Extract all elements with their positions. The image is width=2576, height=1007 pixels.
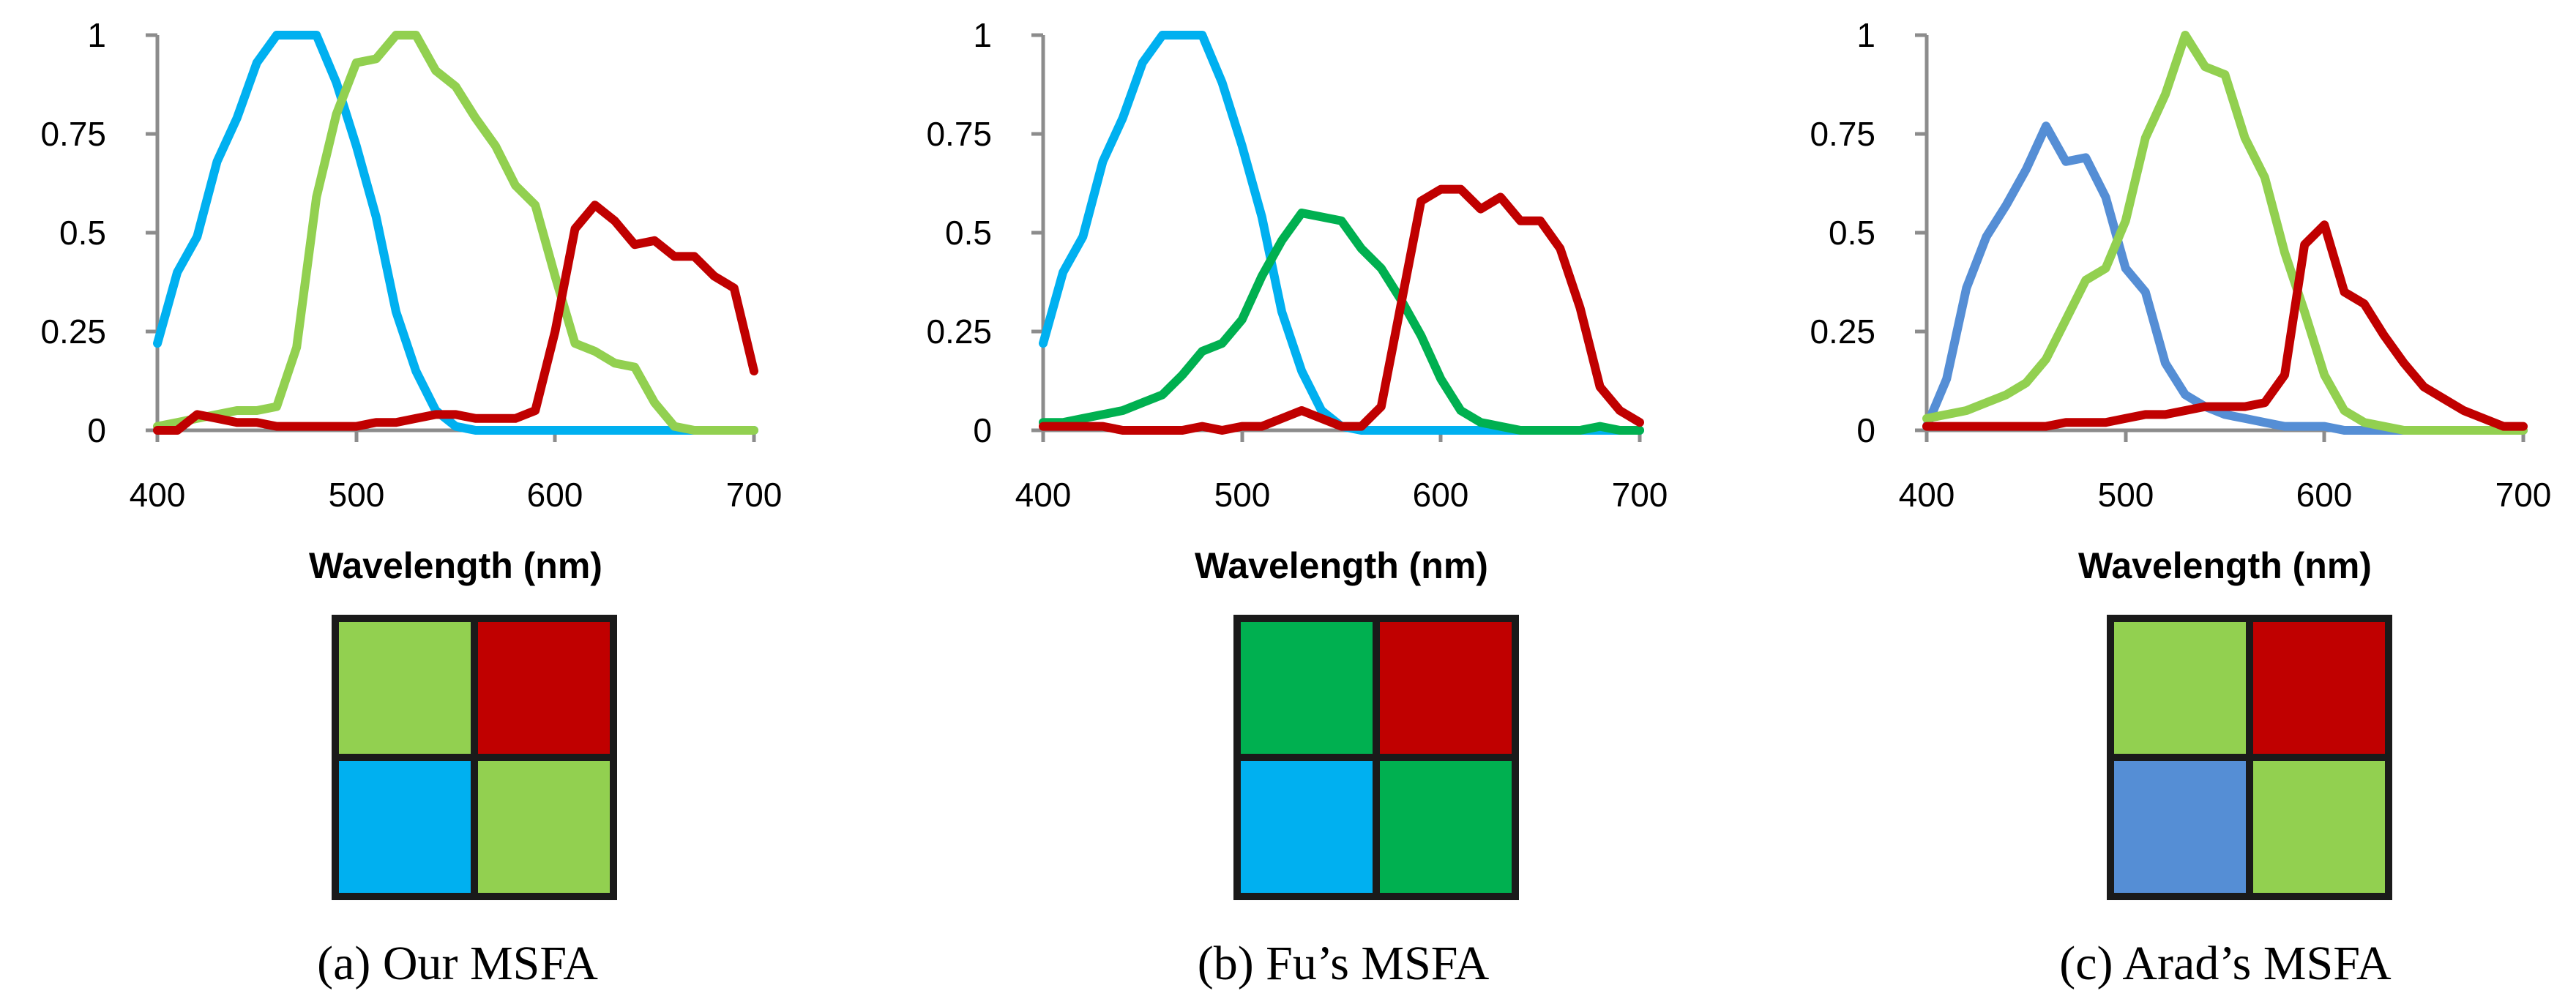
x-axis-title: Wavelength (nm) (309, 545, 602, 586)
x-tick-label: 500 (2098, 476, 2154, 514)
x-tick-label: 400 (1899, 476, 1955, 514)
y-tick-label: 0.75 (40, 115, 106, 153)
series-line-red (1922, 220, 2528, 431)
x-tick-label: 400 (130, 476, 186, 514)
panel-caption: (c) Arad’s MSFA (2059, 937, 2392, 990)
chart-panel-1: 0 0.25 0.5 0.75 1 400 500 600 700 Wavelength (nm)… (40, 16, 782, 990)
series-line-green (1039, 209, 1644, 435)
y-tick-label: 0.5 (59, 214, 106, 252)
panel-caption: (b) Fu’s MSFA (1198, 937, 1490, 990)
mosaic-cell (1380, 761, 1512, 893)
y-tick-label: 1 (1856, 16, 1875, 54)
mosaic-cell (1241, 622, 1373, 754)
series-line-red (1039, 184, 1644, 435)
series-line-green (1922, 31, 2528, 435)
chart-panel-3: 0 0.25 0.5 0.75 1 400 500 600 700 Wavelength (nm)… (1810, 16, 2551, 990)
series-line-red (153, 201, 758, 435)
mosaic-cell (2114, 622, 2246, 754)
x-tick-label: 500 (1214, 476, 1271, 514)
x-axis-title: Wavelength (nm) (2078, 545, 2372, 586)
x-tick-label: 600 (1413, 476, 1469, 514)
y-tick-label: 0.5 (1829, 214, 1875, 252)
mosaic-cell (478, 622, 610, 754)
mosaic-cell (339, 622, 471, 754)
y-tick-label: 0.75 (926, 115, 992, 153)
y-tick-label: 0.25 (1810, 312, 1875, 351)
x-tick-label: 600 (2296, 476, 2353, 514)
y-tick-label: 0 (87, 411, 106, 449)
y-tick-label: 0.25 (40, 312, 106, 351)
series-line-blue (153, 31, 758, 435)
y-tick-label: 0 (973, 411, 992, 449)
mosaic-cell (1380, 622, 1512, 754)
x-axis-title: Wavelength (nm) (1195, 545, 1488, 586)
mosaic-cell (2114, 761, 2246, 893)
series-line-green (153, 31, 758, 435)
mosaic-cell (1241, 761, 1373, 893)
mosaic-cell (339, 761, 471, 893)
mosaic-cell (478, 761, 610, 893)
x-tick-label: 700 (1612, 476, 1668, 514)
y-tick-label: 0 (1856, 411, 1875, 449)
y-tick-label: 1 (973, 16, 992, 54)
x-tick-label: 700 (2495, 476, 2552, 514)
mosaic-cell (2253, 622, 2385, 754)
y-tick-label: 0.25 (926, 312, 992, 351)
panel-caption: (a) Our MSFA (317, 937, 598, 990)
mosaic-cell (2253, 761, 2385, 893)
x-tick-label: 700 (726, 476, 783, 514)
y-tick-label: 0.5 (945, 214, 992, 252)
x-tick-label: 500 (329, 476, 385, 514)
x-tick-label: 600 (527, 476, 583, 514)
y-tick-label: 0.75 (1810, 115, 1875, 153)
chart-panel-2: 0 0.25 0.5 0.75 1 400 500 600 700 Wavelength (nm)… (926, 16, 1668, 990)
y-tick-label: 1 (87, 16, 106, 54)
x-tick-label: 400 (1015, 476, 1072, 514)
